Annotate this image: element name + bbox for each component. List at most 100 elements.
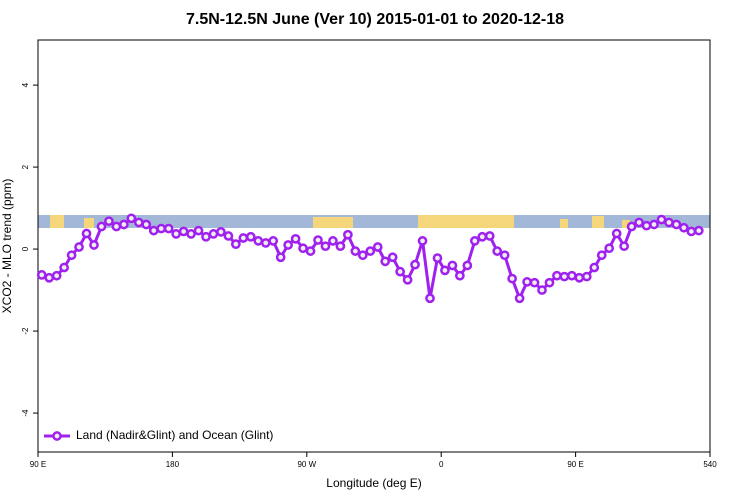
point	[126, 213, 137, 224]
land-band	[592, 216, 604, 228]
point	[402, 274, 413, 285]
y-tick-label: 4	[21, 82, 30, 87]
point	[238, 233, 249, 243]
point	[178, 226, 189, 237]
land-band	[84, 218, 94, 228]
point	[305, 246, 316, 256]
point	[290, 233, 301, 244]
x-tick-label: 540	[703, 460, 717, 469]
point	[275, 252, 286, 263]
point	[581, 271, 592, 282]
point	[36, 270, 47, 280]
surface-band	[38, 215, 710, 228]
point	[664, 217, 674, 228]
point	[313, 235, 323, 245]
point	[604, 243, 615, 254]
point	[148, 225, 159, 236]
point	[320, 241, 331, 252]
point	[223, 231, 234, 241]
point	[507, 273, 517, 284]
land-band	[622, 220, 630, 228]
point	[552, 270, 562, 281]
point	[514, 293, 525, 304]
point	[343, 229, 353, 240]
point	[619, 241, 629, 252]
point	[193, 225, 204, 236]
point	[425, 293, 435, 304]
point	[469, 236, 480, 246]
legend-marker	[52, 431, 62, 441]
point	[417, 236, 428, 246]
point	[477, 231, 488, 242]
point	[574, 272, 585, 283]
point	[492, 246, 503, 256]
point	[171, 229, 181, 239]
point	[59, 262, 69, 273]
point	[656, 214, 667, 225]
point	[104, 216, 114, 227]
point	[133, 217, 144, 228]
point	[335, 241, 346, 252]
point	[484, 231, 495, 241]
ocean-band	[38, 215, 710, 228]
point	[96, 221, 107, 232]
point	[387, 252, 398, 263]
point	[649, 219, 659, 230]
point	[119, 219, 129, 230]
x-axis-label: Longitude (deg E)	[326, 476, 421, 490]
point	[432, 253, 443, 263]
point	[350, 246, 361, 256]
land-band	[418, 215, 514, 228]
x-tick-label: 90 E	[30, 460, 46, 469]
point	[499, 250, 510, 261]
point	[51, 270, 62, 281]
point	[641, 220, 652, 231]
point	[245, 231, 256, 242]
y-tick-label: 2	[21, 164, 30, 169]
point	[44, 272, 55, 283]
point	[529, 277, 540, 288]
y-tick-label: -4	[21, 409, 30, 417]
point	[111, 221, 122, 232]
point	[268, 236, 279, 246]
point	[208, 229, 219, 239]
point	[66, 250, 77, 261]
point	[365, 246, 376, 256]
y-tick-label: -2	[21, 327, 30, 335]
point	[328, 236, 338, 246]
point	[231, 239, 241, 250]
x-tick-label: 0	[439, 460, 444, 469]
point	[559, 271, 570, 282]
chart-title: 7.5N-12.5N June (Ver 10) 2015-01-01 to 2…	[186, 11, 564, 28]
point	[679, 222, 689, 233]
x-tick-label: 90 W	[297, 460, 316, 469]
point	[395, 266, 405, 277]
point	[141, 219, 152, 230]
point	[298, 243, 308, 254]
point	[440, 265, 450, 276]
land-band	[313, 217, 353, 228]
point	[589, 262, 600, 273]
point	[686, 226, 697, 237]
point	[372, 242, 383, 252]
point	[626, 221, 637, 232]
x-tick-label: 180	[166, 460, 180, 469]
land-band	[50, 215, 64, 228]
point	[163, 223, 174, 234]
plot-frame	[37, 39, 711, 453]
point	[634, 217, 644, 228]
point	[357, 250, 368, 261]
y-axis-label: XCO2 - MLO trend (ppm)	[0, 179, 14, 314]
point	[186, 229, 196, 239]
point	[89, 240, 99, 250]
point	[611, 228, 622, 239]
point	[455, 270, 465, 281]
point	[671, 219, 682, 230]
point	[201, 231, 211, 242]
point	[596, 250, 607, 261]
land-band	[560, 219, 568, 228]
point	[260, 238, 271, 248]
point	[544, 277, 555, 288]
point	[537, 285, 547, 295]
